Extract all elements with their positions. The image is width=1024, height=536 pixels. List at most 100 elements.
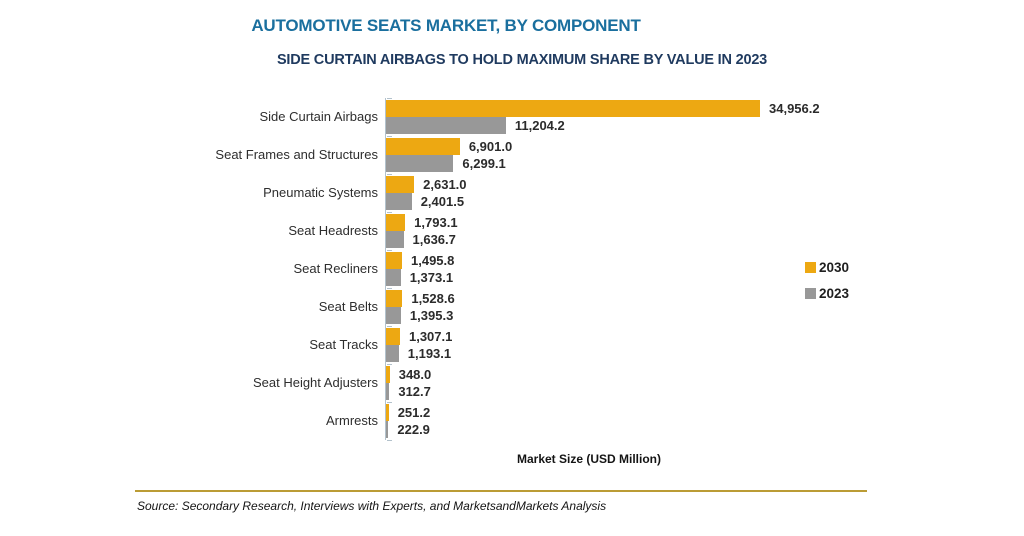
category-label: Seat Recliners bbox=[293, 261, 378, 276]
value-label-2030: 34,956.2 bbox=[769, 101, 820, 116]
bar-2023 bbox=[386, 269, 401, 286]
bar-line-2023: 2,401.5 bbox=[386, 193, 1024, 210]
bar-group: 1,528.6 1,395.3 bbox=[385, 288, 1024, 326]
x-axis-label: Market Size (USD Million) bbox=[516, 452, 662, 466]
source-note: Source: Secondary Research, Interviews w… bbox=[137, 499, 607, 513]
category-label: Seat Frames and Structures bbox=[215, 147, 378, 162]
value-label-2030: 1,495.8 bbox=[411, 253, 455, 268]
legend-label-2023: 2023 bbox=[819, 285, 850, 301]
bar-line-2023: 6,299.1 bbox=[386, 155, 1024, 172]
bar-line-2030: 6,901.0 bbox=[386, 138, 1024, 155]
bar-2030 bbox=[386, 138, 460, 155]
bar-chart: Side Curtain Airbags 34,956.2 11,204.2 Seat… bbox=[0, 98, 1024, 440]
bar-line-2030: 251.2 bbox=[386, 404, 1024, 421]
category-label: Seat Headrests bbox=[288, 223, 378, 238]
bar-2030 bbox=[386, 404, 389, 421]
bar-line-2023: 312.7 bbox=[386, 383, 1024, 400]
bar-2023 bbox=[386, 117, 506, 134]
value-label-2030: 1,307.1 bbox=[408, 329, 453, 344]
chart-row: Seat Headrests 1,793.1 1,636.7 bbox=[0, 212, 1024, 250]
bar-2023 bbox=[386, 345, 399, 362]
bar-group: 1,793.1 1,636.7 bbox=[385, 212, 1024, 250]
bar-2023 bbox=[386, 421, 389, 438]
bar-group: 1,495.8 1,373.1 bbox=[385, 250, 1024, 288]
axis-tick bbox=[387, 98, 392, 99]
bar-2030 bbox=[386, 214, 406, 231]
bar-group: 251.2 222.9 bbox=[385, 402, 1024, 440]
axis-ticks bbox=[387, 98, 393, 442]
axis-tick bbox=[387, 250, 392, 251]
bar-group: 6,901.0 6,299.1 bbox=[385, 136, 1024, 174]
value-label-2030: 6,901.0 bbox=[468, 139, 513, 154]
axis-tick bbox=[387, 212, 392, 213]
axis-tick bbox=[387, 402, 392, 403]
chart-row: Side Curtain Airbags 34,956.2 11,204.2 bbox=[0, 98, 1024, 136]
value-label-2023: 312.7 bbox=[398, 384, 431, 399]
plot-rows: Side Curtain Airbags 34,956.2 11,204.2 Seat… bbox=[0, 98, 1024, 440]
category-label: Armrests bbox=[326, 413, 378, 428]
bar-line-2030: 1,793.1 bbox=[386, 214, 1024, 231]
category-label: Seat Height Adjusters bbox=[252, 375, 378, 390]
chart-row: Seat Belts 1,528.6 1,395.3 bbox=[0, 288, 1024, 326]
bar-line-2023: 222.9 bbox=[386, 421, 1024, 438]
value-label-2023: 11,204.2 bbox=[514, 118, 565, 133]
chart-subtitle: SIDE CURTAIN AIRBAGS TO HOLD MAXIMUM SHA… bbox=[276, 52, 768, 68]
category-label: Pneumatic Systems bbox=[263, 185, 378, 200]
bar-2030 bbox=[386, 100, 760, 117]
bar-group: 1,307.1 1,193.1 bbox=[385, 326, 1024, 364]
legend-swatch-2023 bbox=[805, 287, 816, 299]
value-label-2023: 222.9 bbox=[397, 422, 430, 437]
bar-2030 bbox=[386, 366, 390, 383]
value-label-2030: 1,793.1 bbox=[414, 215, 458, 230]
chart-row: Seat Frames and Structures 6,901.0 6,299.1 bbox=[0, 136, 1024, 174]
value-label-2030: 348.0 bbox=[398, 367, 432, 382]
legend-swatch-2030 bbox=[805, 261, 816, 273]
value-label-2030: 2,631.0 bbox=[423, 177, 467, 192]
value-label-2023: 1,395.3 bbox=[409, 308, 454, 323]
bar-line-2030: 348.0 bbox=[386, 366, 1024, 383]
axis-tick bbox=[387, 326, 392, 327]
bar-line-2030: 1,528.6 bbox=[386, 290, 1024, 307]
chart-title: AUTOMOTIVE SEATS MARKET, BY COMPONENT bbox=[251, 16, 641, 35]
value-label-2030: 1,528.6 bbox=[411, 291, 455, 306]
footer-divider bbox=[135, 490, 867, 492]
bar-line-2030: 1,495.8 bbox=[386, 252, 1024, 269]
bar-line-2030: 2,631.0 bbox=[386, 176, 1024, 193]
bar-2023 bbox=[386, 155, 454, 172]
value-label-2023: 1,373.1 bbox=[409, 270, 454, 285]
bar-line-2023: 1,373.1 bbox=[386, 269, 1024, 286]
bar-2023 bbox=[386, 193, 412, 210]
bar-2030 bbox=[386, 252, 402, 269]
value-label-2023: 6,299.1 bbox=[462, 156, 506, 171]
value-label-2030: 251.2 bbox=[397, 405, 431, 420]
value-label-2023: 1,193.1 bbox=[407, 346, 452, 361]
chart-row: Pneumatic Systems 2,631.0 2,401.5 bbox=[0, 174, 1024, 212]
category-label: Seat Tracks bbox=[309, 337, 378, 352]
axis-tick bbox=[387, 174, 392, 175]
bar-group: 2,631.0 2,401.5 bbox=[385, 174, 1024, 212]
bar-line-2030: 34,956.2 bbox=[386, 100, 1024, 117]
bar-2023 bbox=[386, 231, 404, 248]
value-label-2023: 2,401.5 bbox=[420, 194, 465, 209]
chart-row: Armrests 251.2 222.9 bbox=[0, 402, 1024, 440]
bar-2030 bbox=[386, 176, 415, 193]
bar-line-2030: 1,307.1 bbox=[386, 328, 1024, 345]
legend: 2030 2023 bbox=[805, 258, 849, 302]
bar-line-2023: 11,204.2 bbox=[386, 117, 1024, 134]
bar-line-2023: 1,395.3 bbox=[386, 307, 1024, 324]
bar-2023 bbox=[386, 383, 390, 400]
axis-tick bbox=[387, 136, 392, 137]
bar-group: 348.0 312.7 bbox=[385, 364, 1024, 402]
bar-2030 bbox=[386, 290, 403, 307]
legend-item-2023: 2023 bbox=[805, 284, 849, 302]
axis-tick bbox=[387, 364, 392, 365]
chart-row: Seat Recliners 1,495.8 1,373.1 bbox=[0, 250, 1024, 288]
bar-group: 34,956.2 11,204.2 bbox=[385, 98, 1024, 136]
axis-tick bbox=[387, 440, 392, 441]
category-label: Side Curtain Airbags bbox=[259, 109, 378, 124]
bar-line-2023: 1,636.7 bbox=[386, 231, 1024, 248]
chart-row: Seat Tracks 1,307.1 1,193.1 bbox=[0, 326, 1024, 364]
bar-2030 bbox=[386, 328, 400, 345]
chart-row: Seat Height Adjusters 348.0 312.7 bbox=[0, 364, 1024, 402]
